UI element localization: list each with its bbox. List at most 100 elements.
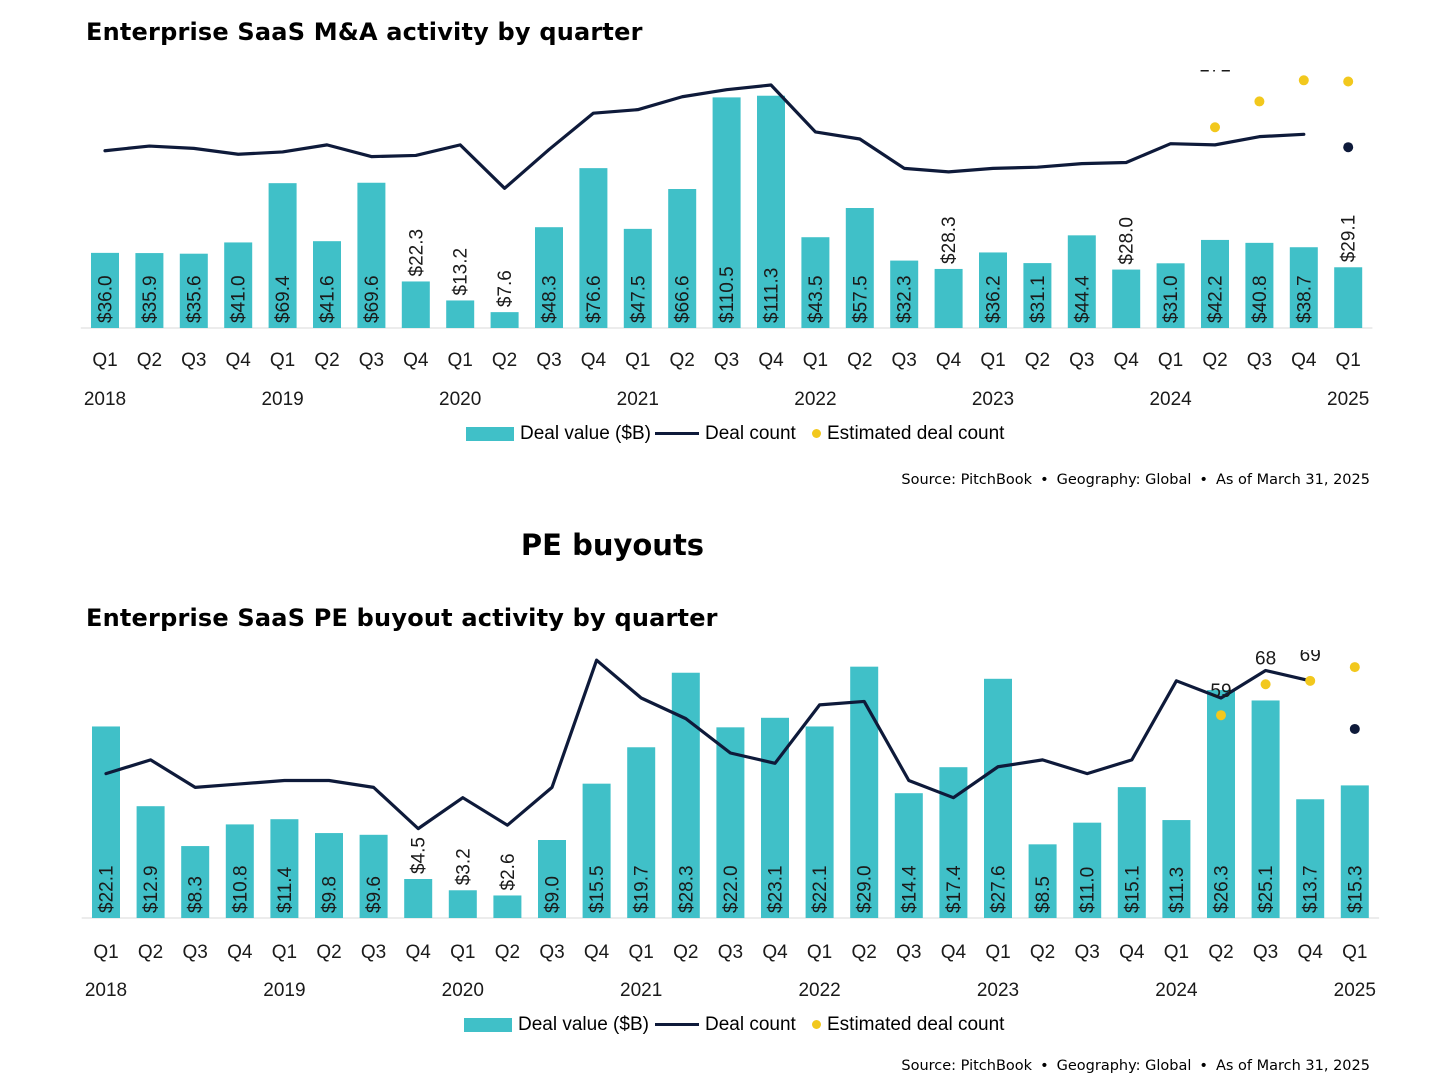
year-label: 2021 [620, 980, 662, 1001]
bar-value-label: $22.3 [406, 229, 427, 277]
bar-value-label: $69.6 [362, 275, 383, 323]
asof-text: As of March 31, 2025 [1215, 472, 1370, 488]
quarter-tick-label: Q1 [985, 942, 1010, 963]
bar-value-label: $29.0 [855, 865, 876, 913]
separator: • [1199, 472, 1208, 488]
year-label: 2019 [261, 389, 303, 410]
geography-text: Geography: Global [1056, 1058, 1192, 1074]
deal-count-point-latest [1343, 142, 1354, 153]
bar-q4-11 [579, 168, 608, 328]
bar-q3-26 [1245, 242, 1274, 328]
bar-value-label: $15.3 [1345, 865, 1366, 913]
bar-value-label: $111.3 [762, 268, 783, 323]
legend-label-deal-value: Deal value ($B) [518, 1014, 649, 1035]
quarter-tick-label: Q2 [316, 942, 341, 963]
dot-swatch-icon [812, 429, 821, 439]
bar-value-label: $38.7 [1294, 275, 1315, 323]
quarter-tick-label: Q2 [852, 942, 877, 963]
bar-value-label: $22.0 [721, 865, 742, 913]
estimated-deal-count-label: 68 [1255, 650, 1276, 669]
year-label: 2018 [85, 980, 127, 1001]
bar-q2-25 [1201, 239, 1229, 328]
legend-label-deal-count: Deal count [705, 1014, 796, 1035]
source-note-ma: Source: PitchBook • Geography: Global • As o… [901, 472, 1370, 488]
deal-count-line [104, 658, 1312, 831]
bar-value-label: $41.6 [318, 275, 339, 323]
bar-value-label: $40.8 [1250, 275, 1271, 323]
bar-q3-2 [179, 253, 208, 328]
bar-value-label: $36.2 [984, 275, 1005, 323]
bar-value-label: $29.1 [1339, 215, 1360, 263]
quarter-tick-label: Q4 [762, 942, 788, 963]
chart-title-pe: Enterprise SaaS PE buyout activity by qu… [86, 604, 718, 632]
quarter-tick-label: Q4 [403, 350, 429, 371]
quarter-tick-label: Q1 [92, 350, 117, 371]
separator: • [1199, 1058, 1208, 1074]
quarter-tick-label: Q4 [226, 350, 252, 371]
section-heading: PE buyouts [520, 528, 705, 562]
quarter-tick-label: Q2 [1208, 942, 1233, 963]
quarter-tick-label: Q1 [807, 942, 832, 963]
quarter-tick-label: Q2 [670, 350, 695, 371]
quarter-tick-label: Q4 [758, 350, 784, 371]
legend-label-deal-count: Deal count [705, 423, 796, 444]
bar-value-label: $9.6 [364, 876, 385, 913]
quarter-tick-label: Q4 [1119, 942, 1145, 963]
bar-value-label: $9.0 [543, 876, 564, 913]
bar-value-label: $35.6 [184, 275, 205, 323]
quarter-tick-label: Q4 [581, 350, 607, 371]
estimated-deal-count-dot [1254, 96, 1265, 107]
bar-q3-22 [1073, 822, 1102, 918]
bar-value-label: $28.0 [1117, 217, 1138, 265]
quarter-tick-label: Q1 [803, 350, 828, 371]
legend-item-estimated: Estimated deal count [812, 1011, 1004, 1039]
bar-value-label: $25.1 [1256, 865, 1277, 913]
year-label: 2021 [617, 389, 659, 410]
estimated-deal-count-dot [1216, 710, 1226, 721]
bar-q4-23 [1117, 787, 1146, 918]
bar-q1-8 [446, 300, 475, 328]
legend-ma: Deal value ($B) Deal count Estimated dea… [0, 420, 1456, 448]
quarter-tick-label: Q1 [450, 942, 475, 963]
quarter-tick-label: Q3 [536, 350, 561, 371]
bar-value-label: $76.6 [584, 275, 605, 323]
bar-value-label: $15.1 [1122, 865, 1143, 913]
bar-q2-5 [315, 833, 343, 918]
bar-value-label: $3.2 [453, 848, 474, 885]
bar-value-label: $32.3 [895, 275, 916, 323]
bar-value-label: $2.6 [498, 853, 519, 890]
quarter-tick-label: Q3 [361, 942, 386, 963]
bar-value-label: $10.8 [230, 865, 251, 913]
bar-swatch-icon [464, 1017, 512, 1032]
bar-value-label: $42.2 [1206, 275, 1227, 323]
quarter-tick-label: Q1 [270, 350, 295, 371]
estimated-deal-count-label: 59 [1210, 681, 1231, 702]
quarter-tick-label: Q2 [1202, 350, 1227, 371]
deal-count-point-latest [1349, 723, 1360, 734]
legend-label-estimated: Estimated deal count [827, 423, 1005, 444]
bar-q1-8 [448, 890, 477, 918]
quarter-tick-label: Q3 [718, 942, 743, 963]
bar-value-label: $8.3 [186, 876, 207, 913]
estimated-deal-count-label: 73 [1344, 650, 1365, 652]
quarter-tick-label: Q3 [714, 350, 739, 371]
quarter-tick-label: Q4 [1298, 942, 1324, 963]
year-label: 2023 [972, 389, 1014, 410]
bar-value-label: $43.5 [806, 275, 827, 323]
asof-text: As of March 31, 2025 [1215, 1058, 1370, 1074]
quarter-tick-label: Q2 [492, 350, 517, 371]
bar-q1-20 [984, 678, 1012, 918]
bar-q1-12 [623, 228, 652, 328]
bar-q2-5 [313, 241, 341, 328]
source-text: Source: PitchBook [901, 472, 1033, 488]
bar-value-label: $13.2 [451, 248, 472, 296]
bar-q2-25 [1207, 690, 1235, 918]
bar-value-label: $31.0 [1161, 275, 1182, 323]
bar-q2-17 [850, 666, 879, 918]
year-label: 2020 [442, 980, 484, 1001]
quarter-tick-label: Q1 [272, 942, 297, 963]
bar-q2-9 [490, 312, 519, 328]
quarter-tick-label: Q2 [1030, 942, 1055, 963]
bar-q3-14 [712, 97, 741, 329]
bar-value-label: $22.1 [97, 865, 118, 913]
